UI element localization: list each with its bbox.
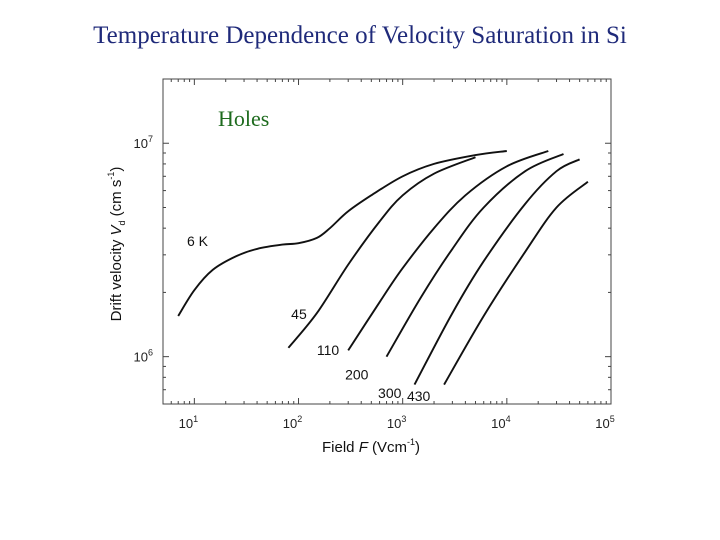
series-label-3: 200: [345, 367, 369, 383]
ticks-layer: 101 102 103 104 105 106 107: [134, 78, 615, 431]
slide-title: Temperature Dependence of Velocity Satur…: [93, 22, 627, 49]
series-line-0: [177, 150, 507, 317]
curves-layer: [177, 150, 589, 386]
x-tick-label: 102: [283, 414, 302, 431]
x-tick-label: 104: [491, 414, 510, 431]
series-label-2: 110: [317, 342, 340, 358]
series-label-5: 430: [407, 388, 431, 404]
series-line-3: [385, 153, 564, 358]
series-line-5: [443, 181, 589, 386]
x-tick-label: 103: [387, 414, 406, 431]
x-axis-label-unit: (Vcm: [368, 439, 407, 456]
y-axis-label-prefix: Drift velocity: [108, 236, 125, 322]
x-tick-label: 105: [595, 414, 614, 431]
y-axis-label-exp: -1: [106, 172, 116, 180]
y-axis-label: Drift velocity Vd (cm s-1): [106, 167, 127, 322]
series-label-1: 45: [291, 306, 307, 322]
series-line-1: [287, 156, 476, 349]
x-axis-label-close: ): [415, 439, 420, 456]
y-axis-label-unit: (cm s: [108, 180, 125, 221]
holes-annotation: Holes: [218, 106, 269, 131]
y-tick-label: 106: [134, 348, 153, 365]
labels-layer: 6 K 45 110 200 300 430: [187, 233, 431, 404]
x-axis-label-exp: -1: [407, 437, 415, 447]
y-axis-label-symbol: V: [108, 224, 125, 236]
series-label-4: 300: [378, 385, 402, 401]
y-axis-label-sub: d: [117, 220, 127, 225]
series-line-2: [347, 150, 549, 351]
x-axis-label-prefix: Field: [322, 439, 359, 456]
x-axis-label: Field F (Vcm-1): [322, 437, 420, 456]
y-tick-label: 107: [134, 134, 153, 151]
series-label-0: 6 K: [187, 233, 209, 249]
x-axis-label-symbol: F: [359, 439, 369, 456]
series-line-4: [413, 158, 581, 386]
y-axis-label-close: ): [108, 167, 125, 172]
x-tick-label: 101: [179, 414, 198, 431]
